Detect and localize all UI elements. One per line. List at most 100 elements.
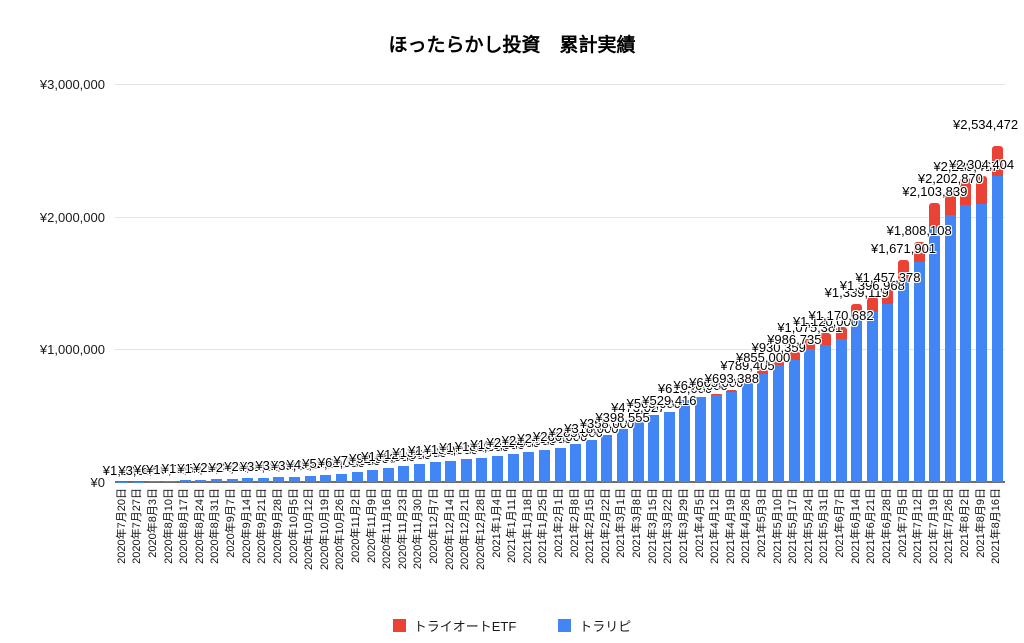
bar-total-label: ¥24,500: [208, 459, 256, 475]
x-axis-date-label: 2020年11月23日: [396, 488, 409, 570]
bar-segment-tralipi[interactable]: [148, 481, 160, 482]
bar-segment-tralipi[interactable]: [866, 311, 878, 482]
y-axis-tick-label: ¥0: [90, 475, 105, 490]
legend-label-triauto-etf: トライオートETF: [413, 619, 517, 634]
bar-segment-triauto-etf[interactable]: [851, 304, 863, 319]
bar-segment-tralipi[interactable]: [382, 467, 394, 482]
bar-segment-tralipi[interactable]: [242, 478, 254, 482]
bar-segment-triauto-etf[interactable]: [929, 202, 941, 228]
x-axis-date-label: 2021年4月26日: [740, 488, 753, 564]
bar-segment-triauto-etf[interactable]: [773, 358, 785, 366]
bar-total-label: ¥134,000: [392, 445, 447, 461]
x-axis-date-label: 2020年12月21日: [459, 488, 472, 570]
bar-segment-triauto-etf[interactable]: [976, 176, 988, 205]
bar-segment-tralipi[interactable]: [991, 176, 1003, 482]
bar-total-label: ¥39,000: [271, 457, 319, 473]
bar-segment-tralipi[interactable]: [695, 397, 707, 482]
bar-segment-tralipi[interactable]: [929, 227, 941, 482]
bar-segment-tralipi[interactable]: [476, 457, 488, 482]
bar-total-label: ¥285,000: [548, 425, 603, 441]
bar-segment-triauto-etf[interactable]: [991, 145, 1003, 177]
bar-segment-triauto-etf[interactable]: [726, 390, 738, 392]
bar-total-label: ¥1,120,000: [792, 314, 859, 330]
x-axis-date-label: 2021年8月9日: [974, 488, 987, 558]
bar-segment-tralipi[interactable]: [804, 349, 816, 482]
bar-segment-tralipi[interactable]: [601, 434, 613, 482]
bar-segment-tralipi[interactable]: [710, 394, 722, 482]
bar-total-label: ¥1,075,381: [777, 320, 843, 336]
bar-segment-triauto-etf[interactable]: [835, 326, 847, 340]
bar-segment-triauto-etf[interactable]: [960, 178, 972, 206]
x-axis-line: [115, 481, 1005, 483]
bar-total-label: ¥147,000: [408, 443, 463, 459]
bar-segment-tralipi[interactable]: [335, 473, 347, 482]
bar-segment-tralipi[interactable]: [413, 464, 425, 482]
bar-segment-triauto-etf[interactable]: [882, 288, 894, 305]
bar-segment-tralipi[interactable]: [726, 391, 738, 482]
bar-segment-tralipi[interactable]: [648, 415, 660, 482]
bar-segment-tralipi[interactable]: [507, 454, 519, 482]
bar-segment-tralipi[interactable]: [195, 479, 207, 482]
legend-swatch-triauto-etf-icon: [392, 619, 406, 632]
bar-segment-tralipi[interactable]: [554, 447, 566, 482]
bar-segment-tralipi[interactable]: [976, 204, 988, 482]
bar-segment-tralipi[interactable]: [304, 476, 316, 482]
bar-segment-tralipi[interactable]: [679, 400, 691, 482]
bar-segment-tralipi[interactable]: [819, 344, 831, 482]
bar-total-label: ¥2,534,472: [953, 116, 1019, 132]
bar-segment-tralipi[interactable]: [257, 477, 269, 482]
x-axis-date-label: 2021年4月19日: [724, 488, 737, 564]
bar-segment-tralipi[interactable]: [913, 262, 925, 482]
bar-segment-tralipi[interactable]: [398, 466, 410, 482]
bar-segment-tralipi[interactable]: [585, 439, 597, 482]
bar-segment-tralipi[interactable]: [445, 460, 457, 482]
x-axis-date-label: 2021年2月22日: [599, 488, 612, 564]
bar-segment-triauto-etf[interactable]: [898, 260, 909, 279]
x-axis-date-label: 2021年7月26日: [943, 488, 956, 564]
bar-segment-tralipi[interactable]: [429, 462, 441, 482]
bar-segment-triauto-etf[interactable]: [866, 296, 878, 312]
bar-segment-triauto-etf[interactable]: [741, 377, 753, 381]
bar-segment-triauto-etf[interactable]: [710, 393, 722, 395]
bar-segment-tralipi[interactable]: [538, 449, 550, 482]
bar-segment-triauto-etf[interactable]: [944, 189, 956, 216]
bar-segment-triauto-etf[interactable]: [804, 339, 816, 350]
bar-segment-tralipi[interactable]: [492, 455, 504, 482]
bar-segment-tralipi[interactable]: [210, 479, 222, 482]
bar-segment-tralipi[interactable]: [460, 459, 472, 482]
bar-segment-triauto-etf[interactable]: [913, 242, 925, 263]
bar-segment-tralipi[interactable]: [898, 278, 909, 482]
bar-segment-tralipi[interactable]: [960, 205, 972, 482]
bar-segment-tralipi[interactable]: [882, 304, 894, 482]
bar-segment-tralipi[interactable]: [367, 469, 379, 482]
bar-segment-tralipi[interactable]: [773, 365, 785, 482]
bar-segment-triauto-etf[interactable]: [819, 333, 831, 345]
bar-segment-tralipi[interactable]: [289, 476, 301, 482]
bar-segment-tralipi[interactable]: [616, 429, 628, 482]
bar-segment-tralipi[interactable]: [273, 477, 285, 482]
bar-total-label: ¥260,000: [533, 428, 588, 444]
bar-segment-tralipi[interactable]: [351, 471, 363, 482]
bar-segment-tralipi[interactable]: [179, 480, 191, 482]
bar-segment-triauto-etf[interactable]: [757, 368, 769, 374]
bar-segment-tralipi[interactable]: [835, 339, 847, 482]
bar-segment-tralipi[interactable]: [788, 359, 800, 482]
bar-total-label: ¥2,289,467: [933, 159, 999, 175]
bar-total-label: ¥2,103,839: [902, 183, 968, 199]
bar-segment-tralipi[interactable]: [226, 478, 238, 482]
bar-total-label: ¥35,000: [255, 458, 303, 474]
x-axis-date-label: 2020年12月28日: [474, 488, 487, 570]
bar-segment-tralipi[interactable]: [741, 380, 753, 482]
bar-segment-tralipi[interactable]: [851, 318, 863, 482]
bar-segment-tralipi[interactable]: [944, 215, 956, 482]
bar-segment-tralipi[interactable]: [632, 419, 644, 482]
y-axis-tick-label: ¥3,000,000: [39, 77, 105, 92]
bar-segment-tralipi[interactable]: [570, 444, 582, 482]
bar-segment-tralipi[interactable]: [757, 373, 769, 482]
bar-total-label: ¥1,808,108: [886, 223, 952, 239]
bar-segment-tralipi[interactable]: [523, 451, 535, 482]
bar-segment-tralipi[interactable]: [663, 411, 675, 482]
bar-segment-tralipi[interactable]: [320, 475, 332, 482]
bar-segment-triauto-etf[interactable]: [788, 351, 800, 360]
bar-segment-tralipi[interactable]: [164, 480, 176, 482]
